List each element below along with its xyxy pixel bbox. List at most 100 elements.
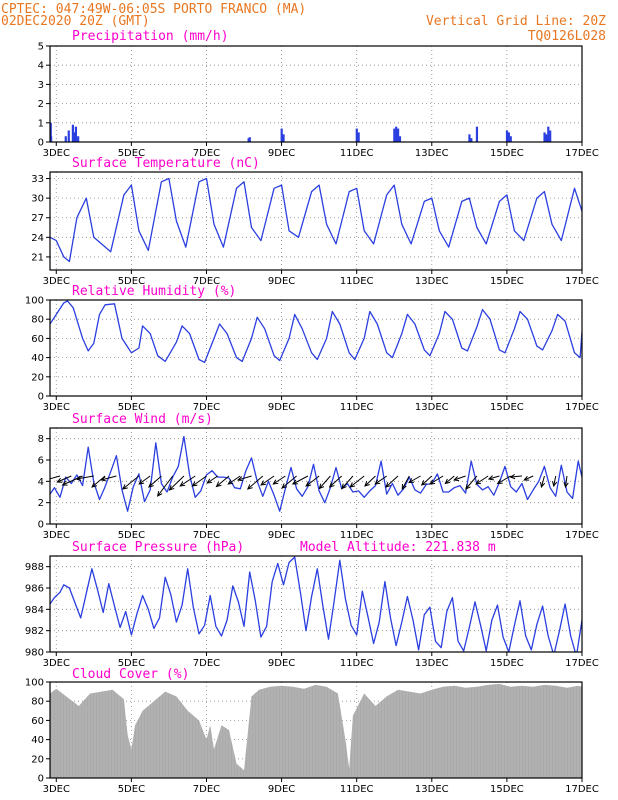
temp-xtick-label: 7DEC xyxy=(193,276,220,287)
precip-bar xyxy=(50,122,52,142)
wind-arrow xyxy=(429,475,444,485)
pressure-xtick-label: 3DEC xyxy=(43,658,70,669)
wind-arrow-head xyxy=(385,482,391,488)
precip-bar xyxy=(475,126,479,142)
precip-bar xyxy=(64,136,67,142)
temp-frame xyxy=(49,171,583,271)
pressure-xtick-label: 9DEC xyxy=(268,658,295,669)
precip-bar xyxy=(73,132,76,142)
humidity-ytick-label: 60 xyxy=(31,334,44,345)
wind-arrow-head xyxy=(191,481,198,487)
precip-xtick-label: 9DEC xyxy=(268,148,295,159)
humidity-xtick-label: 15DEC xyxy=(490,402,524,413)
wind-arrow xyxy=(91,475,106,488)
humidity-data xyxy=(50,300,582,364)
cloud-ytick-label: 60 xyxy=(31,716,44,727)
wind-arrow-head xyxy=(121,484,128,490)
humidity-ytick-label: 0 xyxy=(38,392,44,403)
wind-xtick-label: 17DEC xyxy=(565,530,599,541)
precip-bar xyxy=(74,126,77,142)
temp-panel: 21 24 27 30 33 3DEC 5DEC 7DEC 9DEC 11DEC 13DEC 15DE… xyxy=(31,171,599,287)
wind-arrow-head xyxy=(305,481,312,487)
wind-xtick-label: 3DEC xyxy=(43,530,70,541)
wind-arrow-head xyxy=(408,478,415,484)
humidity-xtick-label: 13DEC xyxy=(415,402,449,413)
humidity-ytick-label: 100 xyxy=(25,296,44,307)
cloud-xtick-label: 17DEC xyxy=(565,784,599,795)
wind-arrow xyxy=(540,475,545,488)
precip-bar xyxy=(470,138,473,142)
wind-arrow xyxy=(523,475,534,481)
wind-arrow-head xyxy=(364,481,370,487)
pressure-title: Surface Pressure (hPa) xyxy=(72,540,244,555)
precip-bar xyxy=(248,137,251,142)
wind-arrow-head xyxy=(475,479,482,485)
precip-data xyxy=(50,122,552,142)
header-location: CPTEC: 047:49W-06:05S PORTO FRANCO (MA) xyxy=(1,2,306,17)
temp-title: Surface Temperature (nC) xyxy=(72,156,260,171)
humidity-frame xyxy=(49,299,583,397)
wind-arrow-head xyxy=(61,480,68,486)
wind-arrow-head xyxy=(148,482,154,488)
precip-bar xyxy=(395,126,398,142)
precip-bar xyxy=(468,134,471,142)
wind-arrow-head xyxy=(215,481,222,488)
wind-arrow xyxy=(510,475,522,478)
precip-ytick-label: 4 xyxy=(38,61,44,72)
cloud-frame xyxy=(49,681,583,779)
cloud-panel: 0 20 40 60 80 100 3DEC 5DEC 7DEC 9DEC 11DEC 13DEC 15… xyxy=(25,678,599,796)
wind-arrow xyxy=(445,475,455,484)
pressure-xtick-label: 15DEC xyxy=(490,658,524,669)
pressure-panel: 980 982 984 986 988 3DEC 5DEC 7DEC 9DEC 11DEC 13DE… xyxy=(25,555,599,669)
humidity-xtick-label: 7DEC xyxy=(193,402,220,413)
wind-arrow xyxy=(349,475,365,488)
precip-xtick-label: 7DEC xyxy=(193,148,220,159)
wind-arrow xyxy=(401,475,410,490)
temp-ytick-label: 24 xyxy=(31,233,44,244)
humidity-ytick-label: 20 xyxy=(31,372,44,383)
precip-xtick-label: 3DEC xyxy=(43,148,70,159)
wind-arrow-head xyxy=(509,474,516,480)
precip-xtick-label: 13DEC xyxy=(415,148,449,159)
precip-frame xyxy=(49,45,583,143)
wind-arrow xyxy=(57,475,72,483)
wind-arrow xyxy=(192,475,207,487)
pressure-xtick-label: 11DEC xyxy=(340,658,374,669)
cloud-data xyxy=(50,682,582,778)
wind-arrow-head xyxy=(100,476,107,482)
wind-arrow xyxy=(281,475,297,489)
precip-xtick-label: 15DEC xyxy=(490,148,524,159)
wind-arrow-head xyxy=(291,479,298,485)
precip-panel: 0 1 2 3 4 5 3DEC 5DEC 7DEC 9DEC 11DEC 13DEC 15DEC 17D… xyxy=(38,42,599,160)
wind-arrow-head xyxy=(272,479,279,485)
wind-xtick-label: 11DEC xyxy=(340,530,374,541)
wind-arrow xyxy=(206,475,219,484)
wind-arrow-head xyxy=(465,484,471,490)
header-model-code: TQ0126L028 xyxy=(528,29,606,44)
wind-arrow-head xyxy=(206,478,213,484)
wind-arrow-head xyxy=(179,481,186,487)
precip-bar xyxy=(71,124,74,142)
temp-ytick-label: 33 xyxy=(31,174,44,185)
cloud-area xyxy=(50,683,582,778)
wind-arrow-head xyxy=(551,481,558,488)
wind-ytick-label: 0 xyxy=(38,520,44,531)
cloud-xtick-label: 3DEC xyxy=(43,784,70,795)
wind-arrow-head xyxy=(487,475,494,481)
wind-arrow xyxy=(247,475,264,490)
wind-arrow xyxy=(553,475,557,487)
precip-bar xyxy=(507,132,510,142)
humidity-line xyxy=(50,300,582,364)
pressure-ytick-label: 980 xyxy=(25,648,44,659)
header-date: 02DEC2020 20Z (GMT) xyxy=(1,14,150,29)
wind-arrow-head xyxy=(444,478,451,485)
wind-arrow xyxy=(227,475,241,485)
temp-ytick-label: 27 xyxy=(31,213,44,224)
wind-arrow xyxy=(122,475,140,490)
wind-arrow xyxy=(465,475,478,490)
wind-arrow xyxy=(76,475,94,480)
wind-arrow-head xyxy=(156,490,163,497)
wind-arrow xyxy=(475,475,489,485)
precip-bar xyxy=(67,130,70,142)
